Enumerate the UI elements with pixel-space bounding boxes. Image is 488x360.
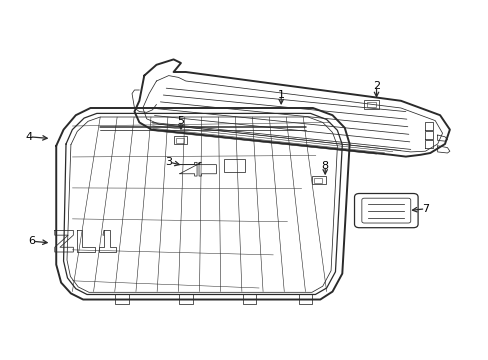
Text: 7: 7 (421, 204, 428, 214)
Bar (314, 178, 322, 183)
Text: 6: 6 (28, 236, 35, 246)
Text: 2: 2 (372, 81, 379, 91)
Text: 1: 1 (277, 90, 284, 100)
Bar (366, 102, 375, 107)
Text: 4: 4 (26, 132, 33, 142)
Text: 8: 8 (321, 161, 328, 171)
Bar (176, 138, 183, 143)
FancyBboxPatch shape (354, 194, 417, 228)
FancyBboxPatch shape (361, 198, 410, 223)
Bar (224, 159, 245, 172)
Text: 5: 5 (177, 116, 184, 126)
Bar (311, 176, 325, 184)
Text: 3: 3 (165, 157, 172, 167)
Bar (364, 100, 378, 109)
Bar (173, 136, 187, 144)
